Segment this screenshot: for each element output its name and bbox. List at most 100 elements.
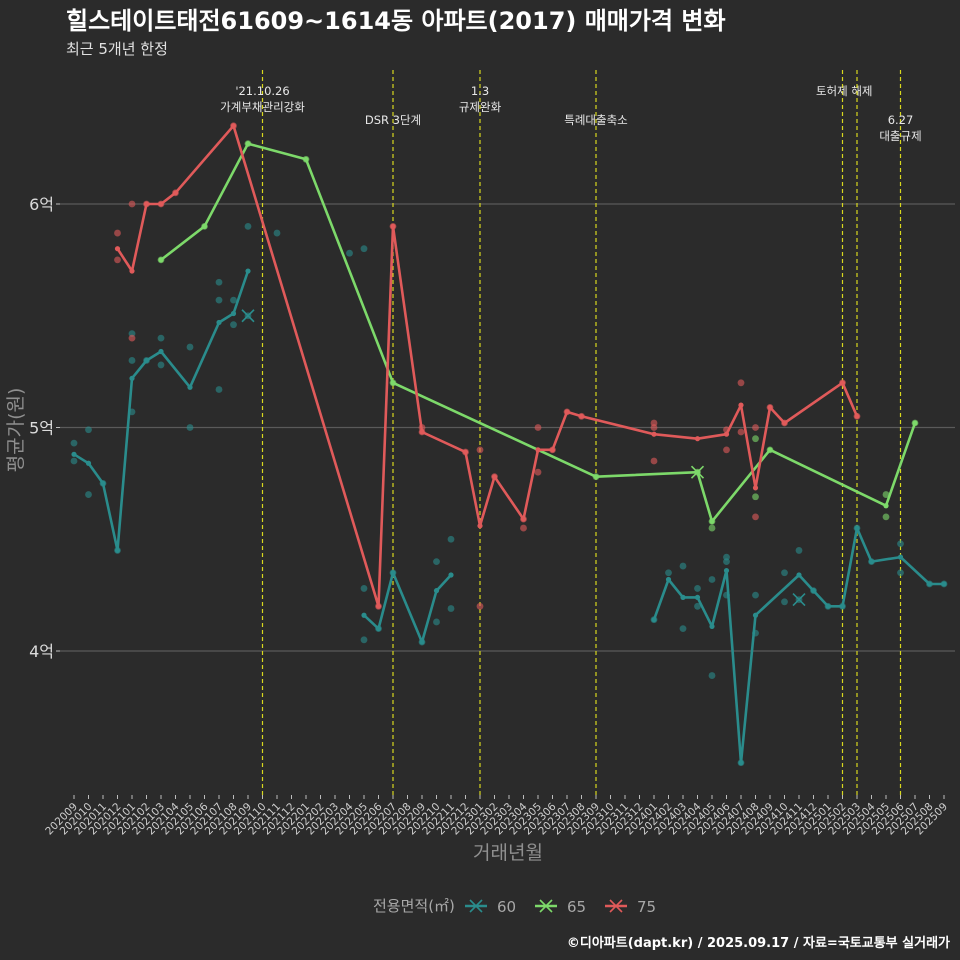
chart-subtitle: 최근 5개년 한정 xyxy=(66,40,168,58)
legend-label-75: 75 xyxy=(637,898,656,916)
point-60 xyxy=(215,278,223,286)
point-60 xyxy=(114,547,121,554)
point-75 xyxy=(128,200,136,208)
y-tick-label: 5억 xyxy=(29,419,54,438)
point-60 xyxy=(447,605,455,612)
point-75 xyxy=(781,419,788,427)
point-60 xyxy=(781,569,788,577)
point-60 xyxy=(810,587,817,595)
point-60 xyxy=(868,558,875,565)
point-60 xyxy=(665,569,672,577)
point-60 xyxy=(708,672,716,679)
vertex-75 xyxy=(651,431,657,437)
point-60 xyxy=(389,569,397,577)
vertex-75 xyxy=(535,447,541,453)
point-60 xyxy=(853,524,861,532)
point-75 xyxy=(549,446,556,454)
event-label: '21.10.26 가계부채관리강화 xyxy=(220,84,305,114)
point-75 xyxy=(534,468,542,476)
point-65 xyxy=(882,513,890,521)
point-75 xyxy=(520,515,527,523)
line-65 xyxy=(159,142,917,523)
vertex-75 xyxy=(129,268,135,274)
vertex-65 xyxy=(883,503,889,509)
point-60 xyxy=(215,386,223,393)
grid-layer xyxy=(60,203,955,652)
point-75 xyxy=(578,412,585,420)
point-60 xyxy=(897,569,904,577)
vertex-60 xyxy=(897,554,904,560)
event-label: DSR 3단계 xyxy=(365,113,421,127)
point-75 xyxy=(737,379,745,387)
point-75 xyxy=(418,424,426,431)
point-75 xyxy=(853,412,861,420)
point-75 xyxy=(375,602,382,610)
point-75 xyxy=(723,426,730,434)
point-60 xyxy=(752,591,759,599)
vertex-60 xyxy=(129,375,135,381)
vertex-75 xyxy=(723,431,730,437)
point-75 xyxy=(723,446,730,454)
point-60 xyxy=(85,426,92,434)
vertex-60 xyxy=(158,348,164,355)
vertex-60 xyxy=(85,460,92,466)
point-60 xyxy=(70,439,78,447)
point-60 xyxy=(230,296,237,304)
vertex-60 xyxy=(71,451,77,457)
point-65 xyxy=(882,491,890,498)
point-75 xyxy=(172,189,179,197)
vertex-60 xyxy=(796,572,802,578)
vertex-75 xyxy=(752,485,759,491)
vertex-60 xyxy=(665,576,672,583)
point-75 xyxy=(752,424,759,431)
point-60 xyxy=(694,585,701,592)
point-60 xyxy=(723,553,730,561)
point-65 xyxy=(201,222,208,230)
point-65 xyxy=(752,435,759,443)
line-75 xyxy=(116,124,859,608)
point-60 xyxy=(70,457,78,465)
point-60 xyxy=(273,229,281,237)
event-label: 특례대출축소 xyxy=(564,113,627,127)
point-60 xyxy=(360,585,368,592)
point-75 xyxy=(839,379,846,387)
point-60 xyxy=(824,602,832,610)
point-60 xyxy=(650,616,658,624)
point-65 xyxy=(157,256,165,264)
point-75 xyxy=(462,448,469,456)
point-75 xyxy=(128,334,136,342)
chart-title: 힐스테이트태전61609~1614동 아파트(2017) 매매가격 변화 xyxy=(66,7,726,35)
point-60 xyxy=(143,357,150,364)
point-75 xyxy=(752,513,759,521)
legend-cross-75 xyxy=(609,899,623,913)
point-75 xyxy=(114,256,121,264)
y-tick-label: 6억 xyxy=(29,195,54,214)
point-60 xyxy=(839,602,846,610)
point-60 xyxy=(433,558,440,565)
point-65 xyxy=(766,446,774,454)
point-60 xyxy=(346,249,353,257)
vertex-60 xyxy=(709,623,715,630)
point-60 xyxy=(781,598,788,606)
point-75 xyxy=(563,408,571,416)
point-75 xyxy=(534,424,542,431)
point-60 xyxy=(215,296,223,304)
point-60 xyxy=(85,491,92,498)
point-60 xyxy=(679,562,687,570)
point-60 xyxy=(679,625,687,633)
vertex-60 xyxy=(245,268,251,274)
point-75 xyxy=(737,428,745,436)
vertex-60 xyxy=(230,310,237,317)
cross-marker-65 xyxy=(690,465,705,479)
vertex-60 xyxy=(187,384,193,390)
point-60 xyxy=(186,343,194,351)
point-65 xyxy=(302,155,310,163)
legend-cross-60 xyxy=(469,899,483,913)
vertex-75 xyxy=(738,402,744,408)
vertex-60 xyxy=(448,572,454,578)
point-65 xyxy=(708,517,716,525)
axis-layer: 4억5억6억2020092020102020112020122021012021… xyxy=(29,195,950,837)
point-60 xyxy=(708,576,716,583)
point-75 xyxy=(520,524,527,532)
